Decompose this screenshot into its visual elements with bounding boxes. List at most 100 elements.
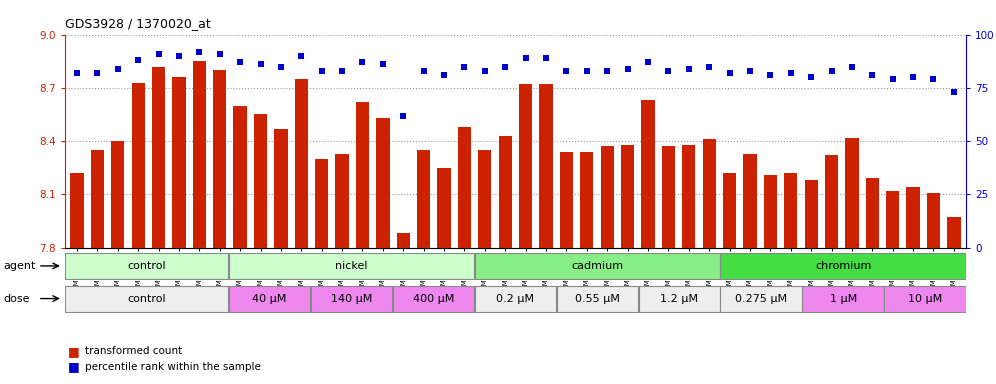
Point — [559, 68, 575, 74]
Bar — [720, 253, 966, 279]
Bar — [638, 286, 720, 311]
Point — [518, 55, 534, 61]
Bar — [557, 286, 638, 311]
Point — [294, 53, 310, 59]
Bar — [764, 175, 777, 248]
Point — [803, 74, 819, 80]
Text: cadmium: cadmium — [572, 261, 623, 271]
Text: ■: ■ — [68, 360, 80, 373]
Point — [110, 66, 125, 72]
Bar — [458, 127, 471, 248]
Point — [905, 74, 921, 80]
Bar — [866, 179, 878, 248]
Point — [721, 70, 737, 76]
Point — [783, 70, 799, 76]
Bar — [152, 66, 165, 248]
Bar — [396, 233, 410, 248]
Point — [456, 63, 472, 70]
Point — [90, 70, 106, 76]
Bar — [947, 217, 960, 248]
Bar — [906, 187, 919, 248]
Text: transformed count: transformed count — [85, 346, 182, 356]
Text: 140 μM: 140 μM — [331, 293, 373, 304]
Text: percentile rank within the sample: percentile rank within the sample — [85, 362, 261, 372]
Point — [415, 68, 431, 74]
Bar — [499, 136, 512, 248]
Text: 0.2 μM: 0.2 μM — [496, 293, 535, 304]
Bar — [192, 61, 206, 248]
Bar — [723, 173, 736, 248]
Point — [477, 68, 493, 74]
Text: 0.55 μM: 0.55 μM — [575, 293, 620, 304]
Bar — [233, 106, 247, 248]
Point — [600, 68, 616, 74]
Point — [925, 76, 941, 83]
Bar — [803, 286, 884, 311]
Text: control: control — [127, 293, 166, 304]
Bar — [475, 286, 556, 311]
Bar — [112, 141, 124, 248]
Point — [314, 68, 330, 74]
Text: chromium: chromium — [815, 261, 872, 271]
Bar — [295, 79, 308, 248]
Point — [334, 68, 350, 74]
Bar — [805, 180, 818, 248]
Bar — [172, 77, 185, 248]
Point — [865, 72, 880, 78]
Bar — [621, 145, 634, 248]
Bar — [376, 118, 389, 248]
Bar — [274, 129, 288, 248]
Point — [844, 63, 860, 70]
Bar — [229, 253, 474, 279]
Bar — [392, 286, 474, 311]
Bar — [417, 150, 430, 248]
Point — [701, 63, 717, 70]
Point — [191, 48, 207, 55]
Bar — [254, 114, 267, 248]
Point — [69, 70, 85, 76]
Bar — [927, 193, 940, 248]
Point — [681, 66, 697, 72]
Point — [640, 59, 656, 65]
Point — [355, 59, 371, 65]
Bar — [846, 137, 859, 248]
Bar — [65, 253, 228, 279]
Bar — [311, 286, 392, 311]
Text: 400 μM: 400 μM — [412, 293, 454, 304]
Bar — [682, 145, 695, 248]
Bar — [884, 286, 966, 311]
Point — [150, 51, 166, 57]
Bar — [475, 253, 720, 279]
Bar — [720, 286, 802, 311]
Bar — [336, 154, 349, 248]
Text: agent: agent — [3, 261, 36, 271]
Text: 10 μM: 10 μM — [908, 293, 942, 304]
Text: dose: dose — [3, 293, 30, 304]
Point — [762, 72, 778, 78]
Bar — [784, 173, 798, 248]
Point — [395, 113, 411, 119]
Text: ■: ■ — [68, 345, 80, 358]
Point — [130, 57, 146, 63]
Point — [436, 72, 452, 78]
Point — [171, 53, 187, 59]
Point — [253, 61, 269, 68]
Text: 40 μM: 40 μM — [252, 293, 287, 304]
Bar — [581, 152, 594, 248]
Text: 0.275 μM: 0.275 μM — [735, 293, 787, 304]
Bar — [661, 146, 675, 248]
Point — [824, 68, 840, 74]
Bar — [478, 150, 491, 248]
Point — [374, 61, 390, 68]
Text: control: control — [127, 261, 166, 271]
Point — [884, 76, 900, 83]
Bar — [641, 100, 654, 248]
Point — [742, 68, 758, 74]
Bar — [65, 286, 228, 311]
Text: nickel: nickel — [336, 261, 368, 271]
Bar — [213, 70, 226, 248]
Point — [946, 89, 962, 95]
Bar — [131, 83, 144, 248]
Bar — [519, 84, 532, 248]
Bar — [560, 152, 573, 248]
